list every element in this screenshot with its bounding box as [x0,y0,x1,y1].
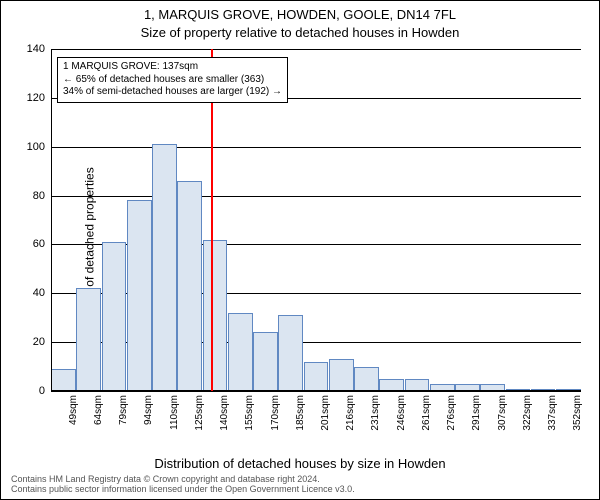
histogram-bar [76,288,101,391]
x-tick-label: 94sqm [143,395,154,425]
y-tick-label: 120 [27,92,45,104]
y-tick-label: 140 [27,43,45,55]
x-tick-label: 276sqm [446,395,457,431]
histogram-bar [152,144,177,391]
x-tick-label: 49sqm [68,395,79,425]
x-tick-label: 64sqm [93,395,104,425]
page-title-address: 1, MARQUIS GROVE, HOWDEN, GOOLE, DN14 7F… [1,7,599,22]
y-tick-label: 0 [39,385,45,397]
y-axis-line [51,49,52,391]
histogram-bar [127,200,152,391]
grid-line [51,147,581,148]
annotation-line-3: 34% of semi-detached houses are larger (… [63,86,282,99]
y-tick-label: 80 [33,190,45,202]
y-tick-label: 20 [33,336,45,348]
chart-container: 1, MARQUIS GROVE, HOWDEN, GOOLE, DN14 7F… [0,0,600,500]
x-tick-label: 185sqm [295,395,306,431]
annotation-line-1: 1 MARQUIS GROVE: 137sqm [63,61,282,74]
x-tick-label: 231sqm [370,395,381,431]
x-axis-line [51,390,581,391]
histogram-bar [278,315,303,391]
histogram-bar [228,313,253,391]
x-tick-label: 261sqm [421,395,432,431]
histogram-bar [51,369,76,391]
footer-line-2: Contains public sector information licen… [11,485,589,495]
x-tick-label: 307sqm [497,395,508,431]
annotation-box: 1 MARQUIS GROVE: 137sqm ← 65% of detache… [57,57,288,103]
x-tick-label: 352sqm [572,395,583,431]
histogram-bar [329,359,354,391]
histogram-bar [102,242,127,391]
x-tick-label: 125sqm [194,395,205,431]
x-tick-label: 110sqm [169,395,180,430]
x-tick-label: 216sqm [345,395,356,431]
x-tick-label: 337sqm [547,395,558,431]
histogram-bar [253,332,278,391]
x-tick-label: 79sqm [118,395,129,425]
page-subtitle: Size of property relative to detached ho… [1,25,599,40]
y-tick-label: 40 [33,287,45,299]
annotation-line-2: ← 65% of detached houses are smaller (36… [63,74,282,87]
x-tick-label: 322sqm [522,395,533,431]
x-tick-label: 201sqm [320,395,331,431]
y-tick-label: 100 [27,141,45,153]
footer: Contains HM Land Registry data © Crown c… [11,475,589,495]
x-tick-label: 140sqm [219,395,230,431]
histogram-bar [354,367,379,391]
grid-line [51,196,581,197]
x-axis-label: Distribution of detached houses by size … [1,456,599,471]
y-tick-label: 60 [33,238,45,250]
histogram-bar [304,362,329,391]
x-tick-label: 291sqm [471,395,482,431]
x-tick-label: 155sqm [244,395,255,431]
histogram-bar [177,181,202,391]
x-tick-label: 246sqm [396,395,407,431]
grid-line [51,391,581,392]
histogram-bar [203,240,228,391]
grid-line [51,49,581,50]
x-tick-label: 170sqm [270,395,281,431]
